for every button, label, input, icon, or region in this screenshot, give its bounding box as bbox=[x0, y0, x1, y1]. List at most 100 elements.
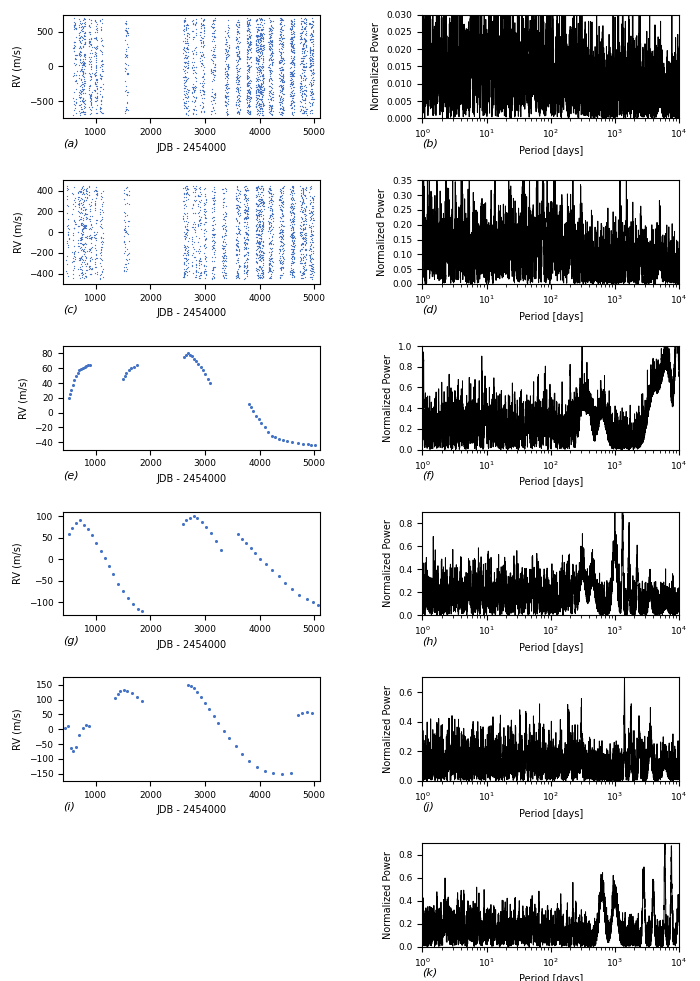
Point bbox=[308, 65, 319, 80]
Point bbox=[264, 252, 275, 268]
Point bbox=[190, 229, 202, 244]
Point bbox=[253, 56, 264, 72]
Point bbox=[300, 39, 312, 55]
Point bbox=[74, 87, 85, 103]
Point bbox=[187, 200, 198, 216]
Point bbox=[189, 69, 200, 84]
Point bbox=[240, 239, 251, 255]
Point bbox=[287, 77, 298, 92]
Point bbox=[252, 95, 263, 111]
Point bbox=[286, 77, 297, 92]
Point bbox=[286, 264, 297, 280]
Point bbox=[266, 76, 277, 91]
Point bbox=[233, 49, 244, 65]
Point bbox=[91, 78, 102, 94]
Point bbox=[190, 25, 202, 40]
Point bbox=[78, 98, 90, 114]
Point bbox=[307, 261, 318, 277]
Point bbox=[193, 356, 204, 372]
Point bbox=[200, 238, 211, 254]
Point bbox=[85, 69, 97, 84]
Point bbox=[275, 36, 286, 52]
Point bbox=[286, 83, 297, 99]
X-axis label: Period [days]: Period [days] bbox=[519, 478, 583, 488]
Point bbox=[288, 94, 300, 110]
Point bbox=[256, 26, 267, 42]
Point bbox=[97, 64, 108, 79]
Point bbox=[183, 26, 194, 42]
Point bbox=[265, 98, 276, 114]
Point bbox=[85, 59, 97, 75]
Point bbox=[223, 20, 234, 35]
Point bbox=[274, 189, 286, 205]
Point bbox=[181, 23, 192, 38]
Point bbox=[197, 99, 209, 115]
Point bbox=[253, 80, 264, 96]
Point bbox=[194, 268, 205, 284]
Point bbox=[85, 92, 97, 108]
Point bbox=[197, 38, 208, 54]
Point bbox=[197, 57, 209, 73]
Point bbox=[120, 15, 132, 30]
Point bbox=[206, 65, 218, 80]
Point bbox=[241, 104, 253, 120]
Point bbox=[255, 30, 266, 46]
Point bbox=[232, 225, 244, 240]
Point bbox=[276, 255, 287, 271]
Point bbox=[304, 94, 315, 110]
Point bbox=[78, 81, 90, 97]
Point bbox=[234, 68, 245, 83]
Point bbox=[180, 19, 191, 34]
Point bbox=[209, 70, 220, 85]
Point bbox=[178, 214, 190, 230]
Point bbox=[275, 210, 286, 226]
Point bbox=[287, 39, 298, 55]
Point bbox=[68, 213, 79, 229]
Point bbox=[300, 203, 311, 219]
Point bbox=[288, 57, 300, 73]
Point bbox=[264, 185, 275, 201]
Point bbox=[256, 101, 267, 117]
Point bbox=[77, 213, 88, 229]
Point bbox=[76, 88, 87, 104]
Point bbox=[178, 257, 190, 273]
Point bbox=[286, 35, 297, 51]
Point bbox=[234, 207, 246, 223]
Point bbox=[90, 18, 101, 33]
Point bbox=[181, 33, 193, 49]
Point bbox=[300, 82, 312, 98]
Point bbox=[244, 87, 255, 103]
Point bbox=[200, 194, 211, 210]
Point bbox=[256, 15, 267, 30]
Point bbox=[298, 213, 309, 229]
Point bbox=[256, 206, 267, 222]
Point bbox=[220, 36, 232, 52]
Point bbox=[298, 15, 309, 30]
Point bbox=[285, 59, 296, 75]
Point bbox=[306, 194, 317, 210]
Point bbox=[307, 73, 318, 88]
Point bbox=[76, 96, 87, 112]
Point bbox=[94, 268, 106, 284]
Point bbox=[265, 251, 276, 267]
Point bbox=[254, 191, 265, 207]
Point bbox=[209, 180, 220, 195]
Point bbox=[68, 40, 79, 56]
Point bbox=[79, 265, 90, 281]
Point bbox=[234, 224, 245, 239]
Point bbox=[218, 249, 229, 265]
Point bbox=[197, 82, 208, 98]
Point bbox=[80, 248, 92, 264]
Point bbox=[287, 28, 298, 44]
Point bbox=[277, 433, 288, 448]
Point bbox=[252, 33, 263, 49]
Point bbox=[232, 206, 244, 222]
Point bbox=[122, 26, 133, 41]
Point bbox=[84, 24, 95, 39]
Point bbox=[297, 270, 308, 285]
Point bbox=[274, 61, 285, 77]
Point bbox=[307, 232, 318, 247]
Point bbox=[267, 26, 278, 41]
Point bbox=[257, 89, 268, 105]
Point bbox=[74, 29, 85, 45]
